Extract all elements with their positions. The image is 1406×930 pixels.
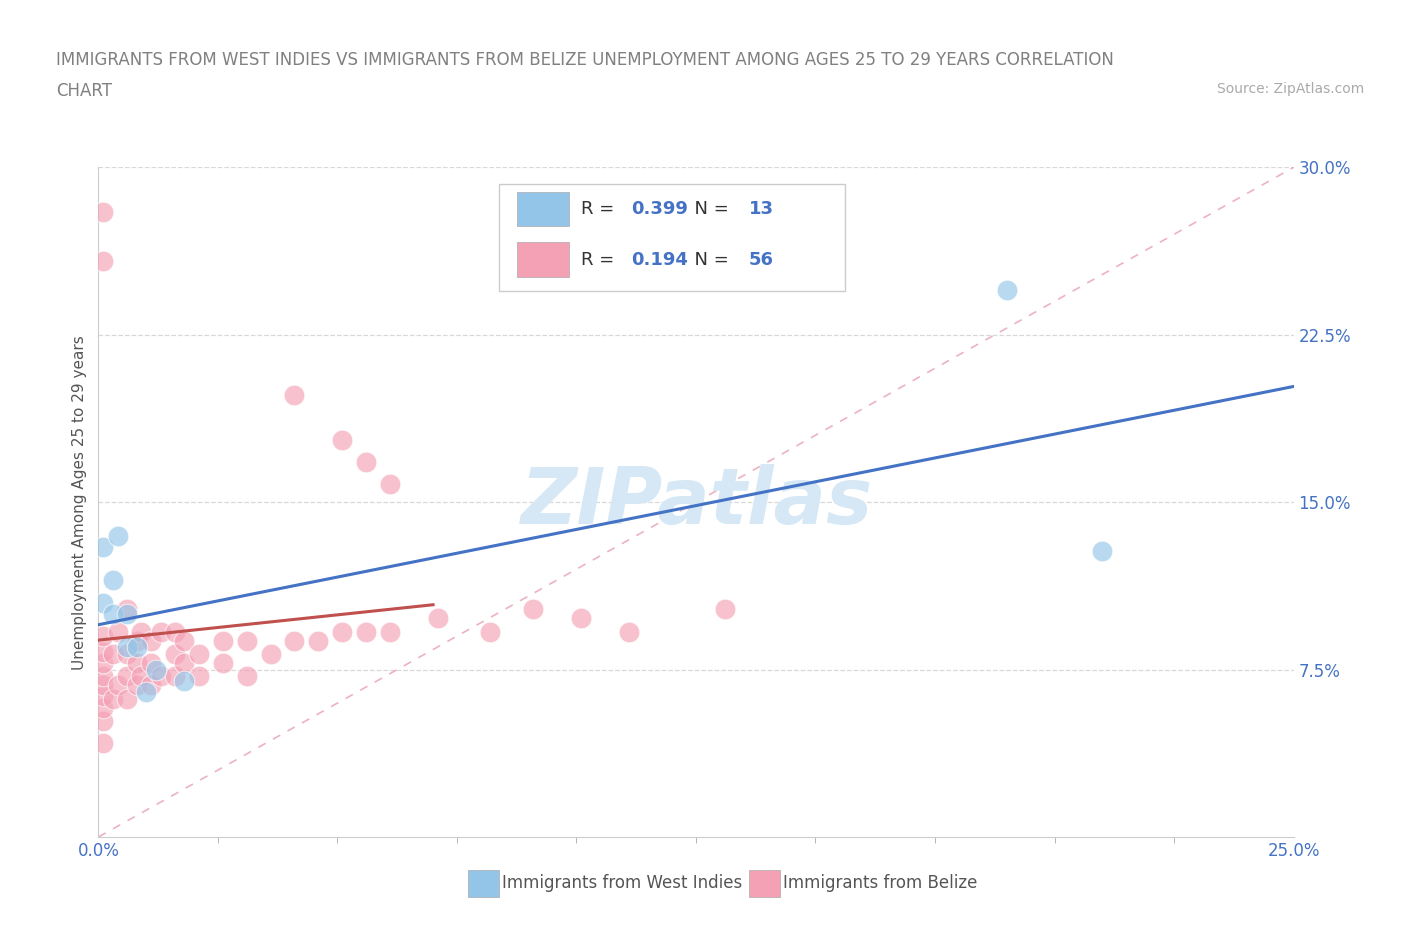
Point xyxy=(107,624,129,639)
Point xyxy=(91,595,114,610)
Point xyxy=(125,678,148,693)
Point xyxy=(125,640,148,655)
Point xyxy=(101,646,124,661)
Point xyxy=(187,669,209,684)
Point xyxy=(173,633,195,648)
Point xyxy=(115,669,138,684)
Point xyxy=(115,602,138,617)
Point xyxy=(91,700,114,715)
Point xyxy=(617,624,640,639)
Point xyxy=(283,388,305,403)
Point xyxy=(131,669,153,684)
Y-axis label: Unemployment Among Ages 25 to 29 years: Unemployment Among Ages 25 to 29 years xyxy=(72,335,87,670)
Point xyxy=(522,602,544,617)
Text: IMMIGRANTS FROM WEST INDIES VS IMMIGRANTS FROM BELIZE UNEMPLOYMENT AMONG AGES 25: IMMIGRANTS FROM WEST INDIES VS IMMIGRANT… xyxy=(56,51,1114,69)
Point xyxy=(163,646,186,661)
Point xyxy=(283,633,305,648)
Point xyxy=(107,528,129,543)
Point xyxy=(115,646,138,661)
Text: R =: R = xyxy=(581,251,620,269)
Point xyxy=(330,432,353,447)
Point xyxy=(235,669,257,684)
FancyBboxPatch shape xyxy=(517,243,569,277)
Point xyxy=(139,633,162,648)
Point xyxy=(115,691,138,706)
Point xyxy=(149,669,172,684)
Point xyxy=(91,644,114,659)
Point xyxy=(115,606,138,621)
Point xyxy=(125,633,148,648)
Point xyxy=(173,673,195,688)
Point xyxy=(101,691,124,706)
Text: Source: ZipAtlas.com: Source: ZipAtlas.com xyxy=(1216,82,1364,96)
Point xyxy=(91,656,114,671)
Point xyxy=(173,656,195,671)
Point xyxy=(149,624,172,639)
Point xyxy=(101,573,124,588)
Point xyxy=(135,684,157,699)
FancyBboxPatch shape xyxy=(499,184,845,291)
Point xyxy=(163,669,186,684)
Point xyxy=(91,629,114,644)
Point xyxy=(91,713,114,728)
Text: 0.399: 0.399 xyxy=(631,200,689,218)
Point xyxy=(211,656,233,671)
Point xyxy=(91,539,114,554)
Point xyxy=(354,624,377,639)
Point xyxy=(101,606,124,621)
Point xyxy=(569,611,592,626)
Point xyxy=(354,455,377,470)
Point xyxy=(139,656,162,671)
Point xyxy=(378,624,401,639)
Text: 56: 56 xyxy=(748,251,773,269)
Text: 0.194: 0.194 xyxy=(631,251,689,269)
Text: N =: N = xyxy=(683,200,734,218)
Point xyxy=(91,669,114,684)
Text: ZIPatlas: ZIPatlas xyxy=(520,464,872,540)
Point xyxy=(115,640,138,655)
Point xyxy=(131,624,153,639)
Text: CHART: CHART xyxy=(56,82,112,100)
Point xyxy=(139,678,162,693)
Text: 13: 13 xyxy=(748,200,773,218)
Point xyxy=(235,633,257,648)
Point xyxy=(995,283,1018,298)
Point xyxy=(426,611,449,626)
Point xyxy=(307,633,329,648)
Point xyxy=(91,689,114,704)
Point xyxy=(91,254,114,269)
Text: Immigrants from Belize: Immigrants from Belize xyxy=(783,874,977,892)
Point xyxy=(125,656,148,671)
Point xyxy=(1091,544,1114,559)
Point xyxy=(479,624,502,639)
Point xyxy=(91,678,114,693)
Point xyxy=(187,646,209,661)
Point xyxy=(330,624,353,639)
Point xyxy=(713,602,735,617)
Text: R =: R = xyxy=(581,200,620,218)
Point xyxy=(163,624,186,639)
Point xyxy=(259,646,281,661)
Point xyxy=(145,662,167,677)
Point xyxy=(91,205,114,219)
Point xyxy=(107,678,129,693)
Point xyxy=(211,633,233,648)
FancyBboxPatch shape xyxy=(517,192,569,226)
Text: Immigrants from West Indies: Immigrants from West Indies xyxy=(502,874,742,892)
Text: N =: N = xyxy=(683,251,734,269)
Point xyxy=(91,736,114,751)
Point xyxy=(378,477,401,492)
